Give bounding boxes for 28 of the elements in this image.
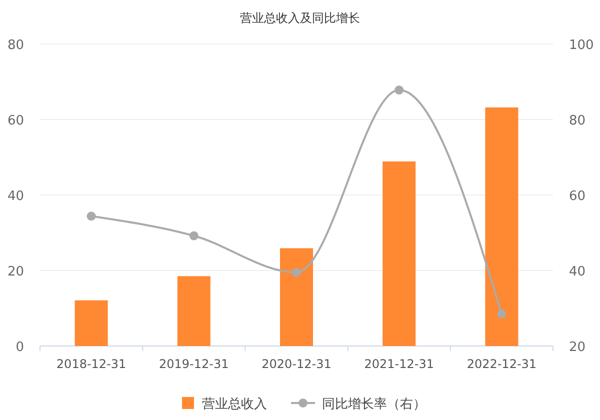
y2-tick-label: 60 [569,189,586,204]
x-tick-label: 2019-12-31 [159,357,229,371]
bar [280,248,313,346]
y-tick-label: 60 [7,114,24,128]
point [86,212,96,221]
x-tick-label: 2018-12-31 [56,357,126,371]
y2-tick-label: 20 [569,340,586,355]
x-tick-label: 2020-12-31 [262,357,332,371]
y-tick-label: 40 [7,189,24,204]
y-tick-label: 0 [16,340,24,355]
x-tick-label: 2021-12-31 [364,357,434,371]
y2-tick-label: 80 [569,114,586,128]
chart-title: 营业总收入及同比增长 [240,11,360,25]
legend-label: 营业总收入 [202,397,267,412]
bar [177,276,210,346]
y-tick-label: 20 [7,264,24,280]
point [497,309,506,318]
point [189,231,198,240]
point [292,268,301,277]
y2-tick-label: 40 [569,264,586,280]
x-tick-label: 2022-12-31 [466,357,537,371]
legend-label: 同比增长率（右） [322,396,426,412]
y-tick-label: 80 [7,38,24,53]
bar [382,161,416,346]
bar [485,107,518,346]
point [394,86,404,95]
bar [74,300,108,346]
y2-tick-label: 100 [569,38,594,53]
